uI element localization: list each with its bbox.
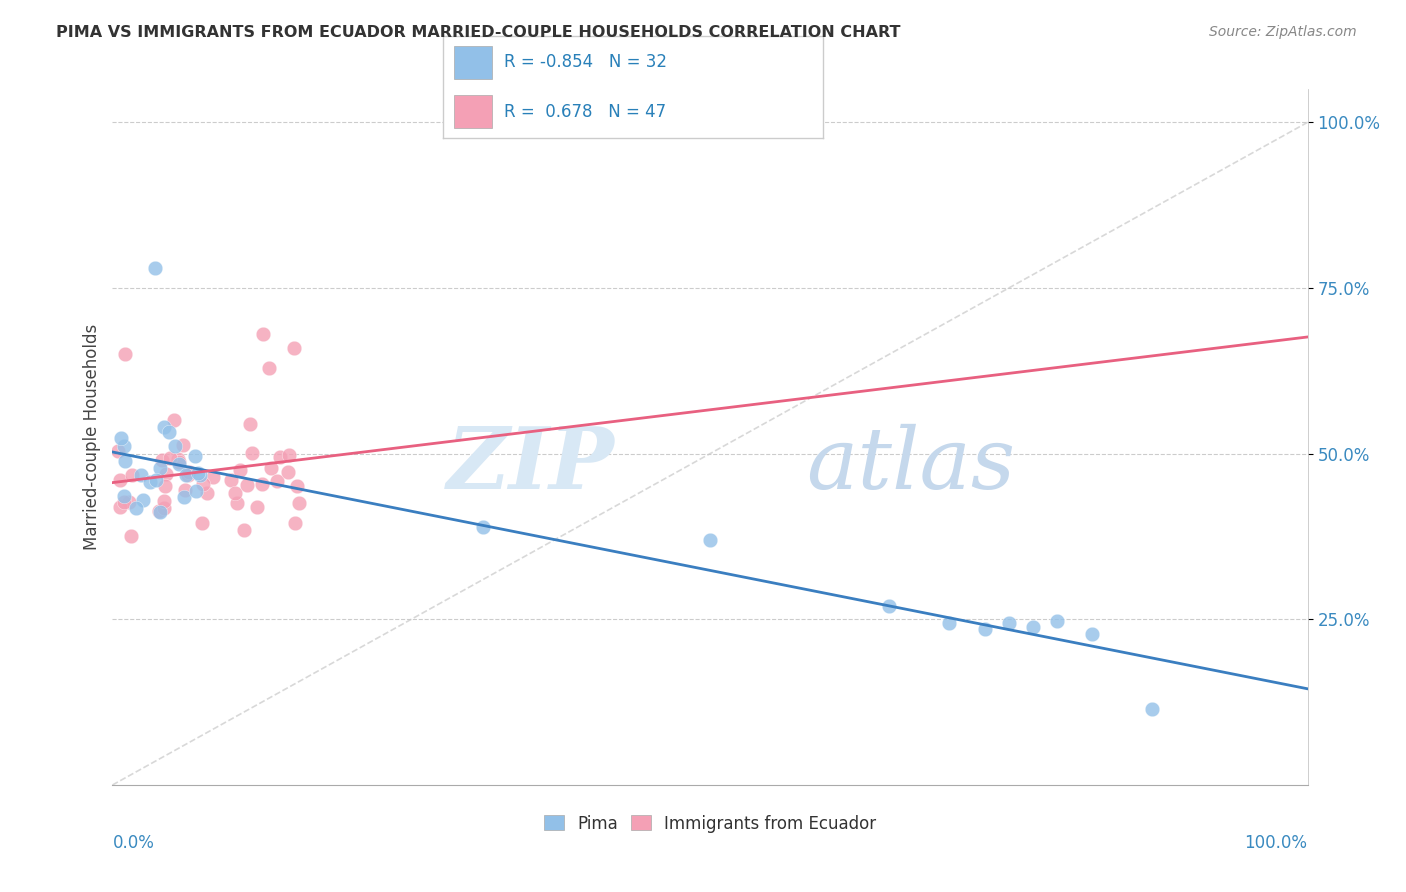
Point xyxy=(229,463,252,477)
Point xyxy=(152,419,174,434)
Text: R =  0.678   N = 47: R = 0.678 N = 47 xyxy=(503,103,666,120)
Legend: Pima, Immigrants from Ecuador: Pima, Immigrants from Ecuador xyxy=(537,808,883,839)
Point xyxy=(183,449,205,463)
Point xyxy=(118,495,141,509)
Point xyxy=(148,504,170,518)
Point xyxy=(285,478,308,492)
Point xyxy=(699,533,721,547)
Point xyxy=(153,500,176,515)
Point xyxy=(173,483,195,497)
Point xyxy=(120,529,142,543)
Text: ZIP: ZIP xyxy=(447,423,614,507)
Point xyxy=(277,448,299,462)
Point xyxy=(131,492,153,507)
Text: 100.0%: 100.0% xyxy=(1244,834,1308,852)
Point xyxy=(219,473,242,487)
Point xyxy=(1022,620,1045,634)
Text: 0.0%: 0.0% xyxy=(112,834,155,852)
Point xyxy=(287,496,309,510)
Point xyxy=(125,500,148,515)
Point xyxy=(159,450,181,465)
Text: atlas: atlas xyxy=(806,424,1015,507)
Point xyxy=(110,431,132,445)
Point xyxy=(149,505,172,519)
Point xyxy=(145,473,167,487)
Point xyxy=(277,465,299,479)
Point xyxy=(129,467,152,482)
Point xyxy=(879,599,901,613)
Point xyxy=(163,413,186,427)
Point xyxy=(172,438,194,452)
Point xyxy=(240,446,263,460)
Point xyxy=(157,425,180,439)
Point xyxy=(257,360,280,375)
Point xyxy=(195,486,218,500)
Point xyxy=(250,476,273,491)
Point xyxy=(266,474,288,488)
Point xyxy=(112,439,135,453)
Point xyxy=(167,457,190,471)
Point xyxy=(152,452,174,467)
Point xyxy=(108,500,131,514)
Point xyxy=(114,347,136,361)
Point xyxy=(472,519,495,533)
Point xyxy=(283,341,305,355)
Text: Source: ZipAtlas.com: Source: ZipAtlas.com xyxy=(1209,25,1357,39)
Point xyxy=(239,417,262,432)
Point xyxy=(112,495,135,509)
Point xyxy=(155,479,177,493)
Y-axis label: Married-couple Households: Married-couple Households xyxy=(83,324,101,550)
Point xyxy=(152,494,174,508)
Point xyxy=(167,455,190,469)
FancyBboxPatch shape xyxy=(454,46,492,78)
Point xyxy=(193,477,215,491)
Point xyxy=(252,327,274,342)
Point xyxy=(187,467,209,481)
Point xyxy=(284,516,307,531)
Text: R = -0.854   N = 32: R = -0.854 N = 32 xyxy=(503,54,666,71)
Point xyxy=(176,467,198,482)
Point xyxy=(201,470,224,484)
Point xyxy=(1046,614,1069,628)
Point xyxy=(121,468,143,483)
Point xyxy=(177,466,200,480)
Point xyxy=(974,622,997,636)
Point xyxy=(1081,627,1104,641)
Point xyxy=(139,475,162,489)
Point xyxy=(149,460,172,475)
Point xyxy=(269,450,291,464)
Point xyxy=(938,615,960,630)
Point xyxy=(191,516,214,531)
Point xyxy=(114,489,136,503)
Point xyxy=(236,478,259,492)
Point xyxy=(186,483,208,498)
Point xyxy=(143,261,166,276)
Point xyxy=(155,467,177,481)
Point xyxy=(107,444,129,458)
Point xyxy=(224,485,246,500)
Point xyxy=(114,454,136,468)
Point xyxy=(108,473,131,487)
Point xyxy=(226,496,249,510)
FancyBboxPatch shape xyxy=(454,95,492,128)
Point xyxy=(173,490,195,504)
Text: PIMA VS IMMIGRANTS FROM ECUADOR MARRIED-COUPLE HOUSEHOLDS CORRELATION CHART: PIMA VS IMMIGRANTS FROM ECUADOR MARRIED-… xyxy=(56,25,901,40)
Point xyxy=(1142,702,1164,716)
Point xyxy=(166,452,188,467)
Point xyxy=(998,615,1021,630)
Point xyxy=(188,467,211,482)
Point xyxy=(246,500,269,514)
Point xyxy=(174,468,197,483)
Point xyxy=(260,461,283,475)
Point xyxy=(165,439,187,453)
Point xyxy=(233,523,256,537)
